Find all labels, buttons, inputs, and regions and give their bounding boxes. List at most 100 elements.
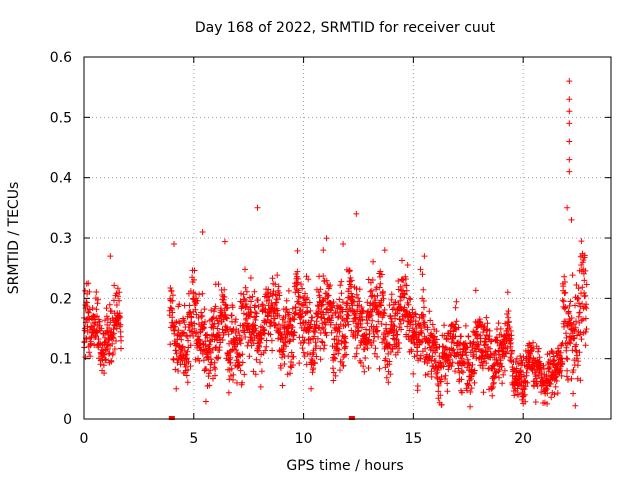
data-point — [400, 277, 407, 284]
data-point — [561, 273, 568, 280]
data-point — [236, 337, 243, 344]
data-point — [560, 283, 567, 290]
data-point — [118, 345, 124, 352]
data-point — [362, 355, 369, 361]
data-point — [563, 344, 570, 351]
data-point — [438, 378, 444, 385]
data-point — [266, 297, 273, 303]
data-point — [348, 277, 355, 284]
data-point — [486, 327, 493, 334]
data-point — [334, 341, 341, 348]
data-point — [368, 342, 375, 349]
data-point — [229, 304, 236, 311]
data-point — [533, 375, 540, 382]
y-tick-label: 0.3 — [50, 231, 72, 247]
data-point — [251, 322, 258, 329]
data-point — [298, 313, 305, 320]
data-point — [488, 338, 495, 345]
data-point — [444, 388, 451, 395]
data-point — [199, 229, 206, 235]
data-point — [348, 290, 355, 297]
data-point — [382, 355, 389, 362]
data-point — [102, 317, 108, 324]
data-point — [267, 331, 274, 338]
data-point — [264, 289, 271, 296]
data-point — [277, 326, 284, 333]
data-point — [470, 338, 477, 345]
data-point — [259, 301, 266, 308]
data-point — [370, 258, 377, 265]
data-point — [252, 309, 259, 316]
data-point — [296, 294, 303, 301]
data-point — [287, 337, 294, 344]
data-point — [252, 317, 259, 323]
data-point — [185, 358, 192, 365]
data-point — [324, 305, 331, 312]
data-point — [378, 271, 385, 278]
data-point — [330, 377, 337, 384]
data-point — [308, 385, 315, 392]
data-point — [255, 303, 262, 310]
data-point — [299, 308, 306, 315]
data-point — [453, 298, 460, 305]
data-point — [400, 294, 407, 301]
data-point — [355, 327, 362, 334]
data-point — [360, 363, 367, 370]
data-point — [563, 373, 570, 380]
data-point — [84, 303, 91, 310]
data-point — [299, 334, 306, 341]
data-point — [196, 291, 203, 298]
data-point — [185, 337, 192, 344]
data-point — [169, 309, 176, 316]
data-point — [567, 298, 574, 305]
data-point — [286, 338, 293, 345]
data-point — [455, 365, 462, 372]
data-point — [566, 96, 573, 103]
data-point — [111, 282, 118, 289]
data-point — [265, 286, 272, 293]
data-point — [367, 288, 374, 295]
data-point — [578, 317, 585, 324]
data-point — [535, 348, 541, 355]
data-point — [113, 338, 119, 344]
y-tick-label: 0.1 — [50, 352, 72, 368]
data-point — [287, 370, 293, 377]
data-point — [255, 297, 261, 303]
data-point — [353, 210, 360, 217]
data-point — [523, 372, 530, 379]
data-point — [573, 341, 580, 348]
data-point — [292, 310, 299, 317]
data-point — [412, 310, 419, 317]
data-point — [297, 340, 304, 346]
data-point — [173, 319, 180, 326]
data-point — [274, 325, 281, 331]
data-point — [381, 336, 388, 343]
data-point — [201, 306, 208, 313]
data-point — [471, 367, 478, 374]
data-point — [206, 382, 213, 389]
data-point — [372, 345, 379, 352]
data-point — [570, 335, 577, 342]
data-point — [291, 329, 298, 336]
data-point — [291, 316, 298, 323]
data-point — [184, 366, 191, 373]
data-point — [577, 329, 584, 336]
data-point — [376, 284, 383, 291]
data-point — [515, 391, 522, 398]
data-point — [262, 347, 269, 354]
data-point — [563, 355, 570, 362]
data-point — [199, 290, 206, 297]
data-point — [344, 308, 351, 315]
data-point — [85, 280, 92, 287]
data-point — [480, 389, 487, 396]
data-point — [328, 329, 335, 336]
data-point — [233, 347, 240, 353]
data-point — [309, 314, 316, 321]
data-point — [210, 323, 217, 330]
data-point — [371, 350, 378, 357]
data-point — [488, 351, 494, 358]
data-point — [574, 296, 581, 303]
data-point — [341, 352, 348, 359]
data-point — [528, 347, 535, 354]
data-point — [483, 332, 490, 338]
